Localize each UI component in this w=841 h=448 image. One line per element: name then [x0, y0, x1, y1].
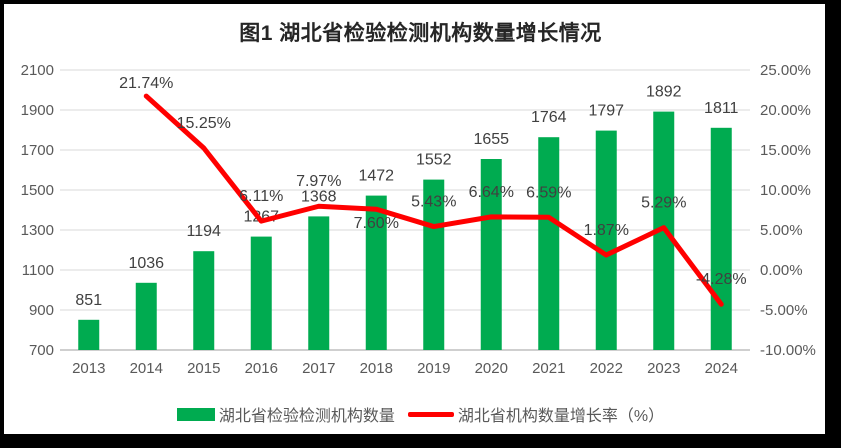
- line-value-label: 21.74%: [119, 75, 173, 92]
- legend: 湖北省检验检测机构数量 湖北省机构数量增长率（%）: [0, 402, 841, 426]
- bar-value-label: 1194: [187, 223, 222, 240]
- right-axis-tick: 25.00%: [760, 62, 811, 79]
- left-axis-tick: 1700: [21, 142, 54, 159]
- line-value-label: 15.25%: [177, 115, 231, 132]
- x-axis-label: 2018: [360, 360, 393, 377]
- line-value-label: 7.60%: [354, 215, 399, 232]
- line-value-label: 1.87%: [584, 222, 629, 239]
- legend-label-bars: 湖北省检验检测机构数量: [218, 408, 395, 425]
- bar-2013: [78, 319, 100, 350]
- legend-label-line: 湖北省机构数量增长率（%）: [457, 408, 665, 425]
- bar-series-swatch-icon: [176, 407, 215, 421]
- bar-2015: [193, 251, 215, 350]
- bar-value-label: 851: [75, 292, 102, 309]
- bar-2024: [710, 127, 732, 350]
- line-value-label: 7.97%: [296, 173, 341, 190]
- left-axis-tick: 1500: [21, 182, 54, 199]
- bar-value-label: 1472: [358, 168, 394, 185]
- line-series-swatch-icon: [407, 411, 454, 417]
- line-value-label: -4.28%: [696, 271, 747, 288]
- x-axis-label: 2024: [705, 360, 738, 377]
- right-axis-tick: 10.00%: [760, 182, 811, 199]
- x-axis-label: 2016: [245, 360, 278, 377]
- left-axis-tick: 1100: [22, 262, 54, 279]
- x-axis-label: 2023: [647, 360, 680, 377]
- x-axis-label: 2017: [302, 360, 335, 377]
- line-value-label: 5.43%: [411, 194, 456, 211]
- bar-2016: [250, 236, 272, 350]
- growth-rate-line: [143, 93, 724, 307]
- line-value-label: 5.29%: [641, 195, 686, 212]
- bar-value-label: 1036: [128, 255, 164, 272]
- left-axis-tick: 1900: [21, 102, 54, 119]
- left-axis-tick: 900: [29, 302, 54, 319]
- bar-value-label: 1797: [588, 103, 624, 120]
- legend-item-line: 湖北省机构数量增长率（%）: [400, 402, 664, 426]
- right-axis-tick: 20.00%: [760, 102, 811, 119]
- x-axis-label: 2022: [590, 360, 623, 377]
- bar-2022: [595, 130, 617, 350]
- bar-2014: [135, 282, 157, 350]
- bar-2021: [538, 137, 560, 350]
- chart-title: 图1 湖北省检验检测机构数量增长情况: [239, 22, 602, 45]
- x-axis-label: 2015: [187, 360, 220, 377]
- bar-value-label: 1811: [704, 100, 739, 117]
- line-value-label: 6.59%: [526, 184, 571, 201]
- bar-2020: [480, 159, 502, 350]
- right-axis-tick: 5.00%: [760, 222, 803, 239]
- left-axis-tick: 1300: [21, 222, 54, 239]
- bar-value-label: 1552: [416, 152, 452, 169]
- x-axis-label: 2013: [72, 360, 105, 377]
- line-value-label: 6.11%: [239, 188, 283, 205]
- x-axis-label: 2021: [532, 360, 565, 377]
- line-value-label: 6.64%: [469, 184, 514, 201]
- left-axis-tick: 700: [29, 342, 54, 359]
- right-axis-tick: -5.00%: [760, 302, 808, 319]
- bar-2017: [308, 216, 330, 350]
- bar-value-label: 1368: [301, 188, 337, 205]
- x-axis-label: 2019: [417, 360, 450, 377]
- right-axis-tick: 0.00%: [760, 262, 803, 279]
- legend-item-bars: 湖北省检验检测机构数量: [176, 402, 395, 426]
- x-axis-label: 2014: [130, 360, 163, 377]
- left-axis-tick: 2100: [21, 62, 54, 79]
- x-axis-label: 2020: [475, 360, 508, 377]
- right-axis-tick: 15.00%: [760, 142, 811, 159]
- bar-2019: [423, 179, 445, 350]
- bar-value-label: 1764: [531, 109, 567, 126]
- bar-value-label: 1655: [473, 131, 509, 148]
- bar-2018: [365, 195, 387, 350]
- bar-value-label: 1892: [646, 84, 682, 101]
- right-axis-tick: -10.00%: [760, 342, 816, 359]
